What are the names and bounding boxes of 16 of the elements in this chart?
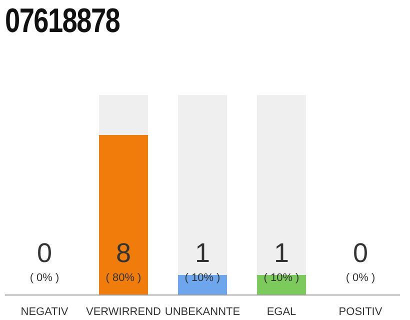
x-tick-label: VERWIRREND [86,306,162,318]
data-label: ( 10% ) [184,272,220,284]
x-tick-label: UNBEKANNTE [164,306,240,318]
annotation: 1 [194,238,210,268]
data-label: ( 0% ) [346,272,376,284]
chart-title: 07618878 [5,1,120,42]
data-label: ( 10% ) [264,272,300,284]
data-label: ( 80% ) [106,272,142,284]
x-tick-label: POSITIV [338,306,383,318]
annotation: 0 [352,238,368,268]
annotation: 0 [36,238,52,268]
x-tick-label: EGAL [266,306,296,318]
data-label: ( 0% ) [30,272,60,284]
annotation: 8 [116,238,132,268]
x-tick-label: NEGATIV [20,306,69,318]
annotation: 1 [274,238,290,268]
